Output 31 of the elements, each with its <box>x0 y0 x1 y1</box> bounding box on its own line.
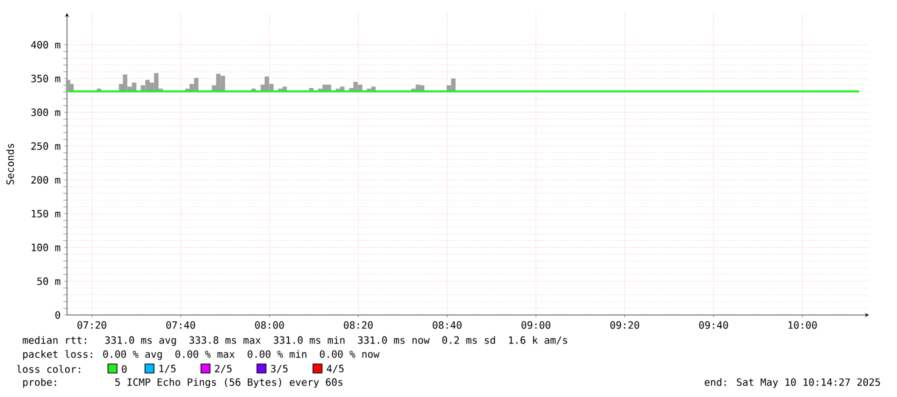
y-tick-label: 350 m <box>31 74 60 82</box>
y-tick-label: 50 m <box>37 277 60 286</box>
legend-label: 3/5 <box>270 364 288 374</box>
x-tick-label: 08:20 <box>344 321 373 329</box>
y-tick-label: 0 <box>55 311 60 319</box>
y-axis-title: Seconds <box>6 144 14 184</box>
legend-title: loss color: <box>17 365 80 373</box>
y-tick-label: 250 m <box>31 142 60 150</box>
x-tick-label: 07:20 <box>77 321 106 329</box>
x-tick-label: 07:40 <box>166 321 196 329</box>
text: probe: 5 ICMP Echo Pings (56 Bytes) every 60s <box>23 378 342 388</box>
x-tick-label: 08:00 <box>255 321 284 329</box>
x-tick-label: 09:20 <box>610 321 640 329</box>
legend-label: 0 <box>122 365 127 373</box>
legend-label: 1/5 <box>159 364 176 374</box>
bar <box>264 76 270 92</box>
legend-label: 4/5 <box>326 364 344 374</box>
text: end: Sat May 10 10:14:27 2025 <box>704 378 880 388</box>
y-tick-label: 200 m <box>31 176 60 184</box>
x-tick-label: 08:40 <box>432 321 462 329</box>
x-tick-label: 09:00 <box>522 321 550 329</box>
text: median rtt: 331.0 ms avg 333.8 ms max 331.0 ms min 331.0 ms now 0.2 ms sd 1.6 k am/s <box>22 336 568 346</box>
y-tick-label: 300 m <box>31 108 60 116</box>
text: packet loss: 0.00 % avg 0.00 % max 0.00 % min 0.00 % now <box>23 350 380 360</box>
y-tick-label: 400 m <box>31 40 60 49</box>
legend-label: 2/5 <box>215 364 232 374</box>
y-tick-label: 100 m <box>32 244 60 252</box>
bar <box>216 74 221 92</box>
x-tick-label: 09:40 <box>699 321 728 329</box>
y-tick-label: 150 m <box>32 210 60 218</box>
x-tick-label: 10:00 <box>788 321 817 329</box>
